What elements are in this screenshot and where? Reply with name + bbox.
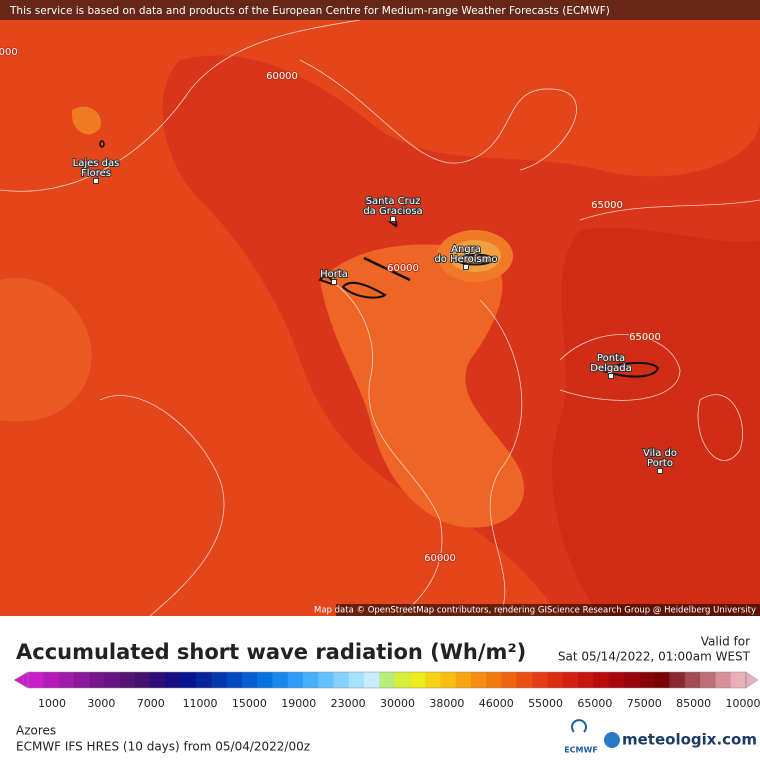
banner: This service is based on data and produc… bbox=[9, 5, 610, 17]
colorbar-swatch bbox=[89, 672, 105, 688]
contour-label: 60000 bbox=[387, 263, 419, 274]
colorbar-swatch bbox=[43, 672, 59, 688]
place-marker bbox=[332, 280, 337, 285]
place-label: Horta bbox=[320, 269, 348, 280]
model-run: ECMWF IFS HRES (10 days) from 05/04/2022… bbox=[16, 740, 310, 754]
colorbar-swatch bbox=[471, 672, 487, 688]
colorbar-swatch bbox=[272, 672, 288, 688]
place-label: Porto bbox=[647, 458, 673, 469]
colorbar-label: 38000 bbox=[429, 697, 464, 710]
colorbar-swatch bbox=[715, 672, 731, 688]
colorbar-swatch bbox=[364, 672, 380, 688]
colorbar-swatch bbox=[685, 672, 701, 688]
colorbar-swatch bbox=[440, 672, 456, 688]
colorbar-swatch bbox=[150, 672, 166, 688]
colorbar-label: 75000 bbox=[627, 697, 662, 710]
colorbar-swatch bbox=[318, 672, 334, 688]
colorbar-label: 23000 bbox=[331, 697, 366, 710]
place-marker bbox=[609, 374, 614, 379]
contour-label: 65000 bbox=[629, 332, 661, 343]
colorbar-swatch bbox=[288, 672, 304, 688]
colorbar-swatch bbox=[578, 672, 594, 688]
place-label: Flores bbox=[81, 168, 111, 179]
colorbar-label: 55000 bbox=[528, 697, 563, 710]
place-label: da Graciosa bbox=[363, 206, 422, 217]
colorbar-swatch bbox=[563, 672, 579, 688]
contour-label: 65000 bbox=[591, 200, 623, 211]
colorbar-swatch bbox=[395, 672, 411, 688]
colorbar-swatch bbox=[349, 672, 365, 688]
region: Azores bbox=[16, 724, 56, 738]
place-label: Delgada bbox=[590, 363, 632, 374]
colorbar-swatch bbox=[731, 672, 747, 688]
colorbar-swatch bbox=[104, 672, 120, 688]
colorbar-label: 15000 bbox=[232, 697, 267, 710]
colorbar-label: 3000 bbox=[87, 697, 115, 710]
colorbar-swatch bbox=[609, 672, 625, 688]
colorbar-label: 19000 bbox=[281, 697, 316, 710]
colorbar-end bbox=[746, 672, 758, 688]
legend-title: Accumulated short wave radiation (Wh/m²) bbox=[16, 640, 526, 664]
colorbar-swatch bbox=[379, 672, 395, 688]
colorbar-swatch bbox=[410, 672, 426, 688]
colorbar-label: 10000 bbox=[726, 697, 760, 710]
colorbar-swatch bbox=[74, 672, 90, 688]
colorbar-swatch bbox=[486, 672, 502, 688]
attribution: Map data © OpenStreetMap contributors, r… bbox=[314, 606, 756, 616]
colorbar-swatch bbox=[532, 672, 548, 688]
colorbar-label: 65000 bbox=[577, 697, 612, 710]
colorbar-end bbox=[14, 672, 28, 688]
colorbar-swatch bbox=[28, 672, 44, 688]
place-marker bbox=[464, 265, 469, 270]
colorbar-swatch bbox=[257, 672, 273, 688]
colorbar-swatch bbox=[547, 672, 563, 688]
contour-label: 60000 bbox=[266, 71, 298, 82]
colorbar-swatch bbox=[303, 672, 319, 688]
colorbar-swatch bbox=[334, 672, 350, 688]
colorbar-swatch bbox=[654, 672, 670, 688]
colorbar-swatch bbox=[211, 672, 227, 688]
colorbar-label: 30000 bbox=[380, 697, 415, 710]
colorbar-swatch bbox=[227, 672, 243, 688]
colorbar-label: 46000 bbox=[479, 697, 514, 710]
colorbar-swatch bbox=[456, 672, 472, 688]
colorbar-swatch bbox=[196, 672, 212, 688]
contour-label: 60000 bbox=[424, 553, 456, 564]
colorbar-label: 11000 bbox=[183, 697, 218, 710]
valid-label: Valid for bbox=[701, 635, 750, 649]
colorbar-swatch bbox=[593, 672, 609, 688]
colorbar-swatch bbox=[700, 672, 716, 688]
colorbar-swatch bbox=[624, 672, 640, 688]
colorbar-label: 1000 bbox=[38, 697, 66, 710]
contour-label: 0000 bbox=[0, 47, 18, 58]
place-marker bbox=[94, 179, 99, 184]
place-label: do Heroísmo bbox=[434, 253, 497, 265]
colorbar-swatch bbox=[135, 672, 151, 688]
place-marker bbox=[658, 469, 663, 474]
colorbar-swatch bbox=[181, 672, 197, 688]
colorbar-swatch bbox=[670, 672, 686, 688]
colorbar-label: 7000 bbox=[137, 697, 165, 710]
colorbar-swatch bbox=[425, 672, 441, 688]
place-marker bbox=[391, 217, 396, 222]
valid-time: Sat 05/14/2022, 01:00am WEST bbox=[558, 650, 751, 664]
colorbar-swatch bbox=[517, 672, 533, 688]
colorbar-swatch bbox=[59, 672, 75, 688]
colorbar-swatch bbox=[639, 672, 655, 688]
colorbar-swatch bbox=[120, 672, 136, 688]
map: This service is based on data and produc… bbox=[0, 0, 760, 616]
meteologix-icon bbox=[604, 732, 620, 748]
brand: meteologix.com bbox=[622, 731, 757, 749]
ecmwf-logo: ECMWF bbox=[564, 746, 598, 755]
colorbar-label: 85000 bbox=[676, 697, 711, 710]
colorbar-swatch bbox=[502, 672, 518, 688]
colorbar-swatch bbox=[242, 672, 258, 688]
colorbar-swatch bbox=[165, 672, 181, 688]
map-region-darker bbox=[552, 228, 760, 616]
ecmwf-icon bbox=[572, 720, 586, 732]
